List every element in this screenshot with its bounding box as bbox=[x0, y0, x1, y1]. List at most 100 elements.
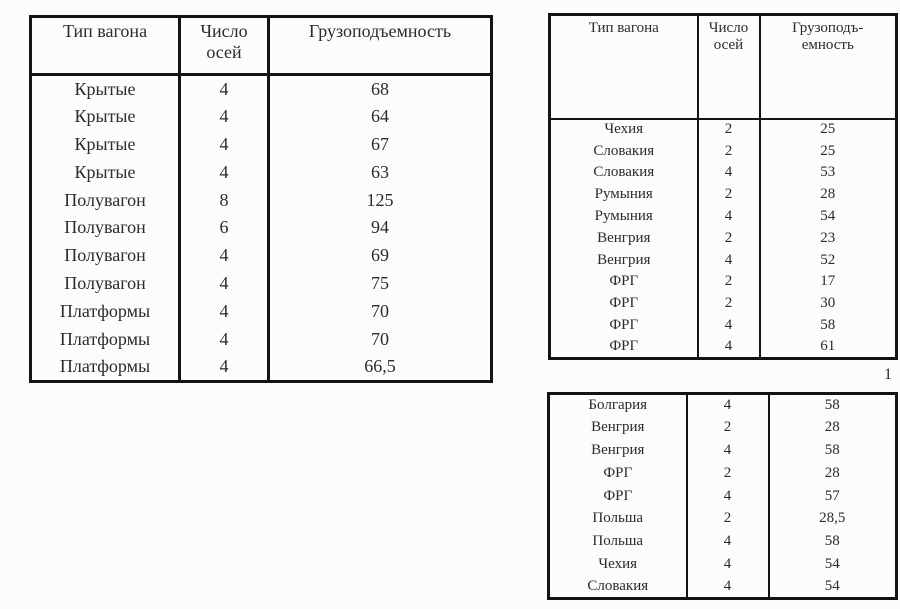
table-cell: 28,5 bbox=[767, 507, 898, 531]
table-row: Польша 4 58 bbox=[547, 530, 898, 554]
table-cell: 28 bbox=[767, 416, 898, 440]
table-cell: 2 bbox=[696, 140, 761, 163]
table-cell: 69 bbox=[267, 241, 493, 270]
table-cell: 25 bbox=[758, 140, 898, 163]
right_top_table-header-1: Число осей bbox=[696, 14, 761, 120]
table-row: Крытые 4 68 bbox=[29, 74, 493, 103]
right_top_table-header-2: Грузоподъ- емность bbox=[758, 14, 898, 120]
table-row: ФРГ 2 17 bbox=[548, 271, 898, 293]
table-cell: 70 bbox=[267, 297, 493, 326]
table-row: Словакия 2 25 bbox=[548, 140, 898, 163]
table-cell: Чехия bbox=[547, 553, 688, 576]
table-row: Крытые 4 64 bbox=[29, 102, 493, 131]
table-cell: 4 bbox=[685, 484, 770, 508]
table-cell: 28 bbox=[758, 183, 898, 206]
table-cell: 2 bbox=[685, 461, 770, 485]
table-header-row: Тип вагона Число осей Грузоподъ- емность bbox=[548, 14, 898, 120]
table-cell: 23 bbox=[758, 227, 898, 250]
table-cell: 4 bbox=[685, 575, 770, 599]
table-cell: ФРГ bbox=[548, 292, 699, 315]
table-row: Венгрия 4 52 bbox=[548, 249, 898, 272]
table-cell: 6 bbox=[178, 213, 270, 242]
table-cell: Полувагон bbox=[29, 186, 181, 214]
table-row: Польша 2 28,5 bbox=[547, 507, 898, 531]
table-row: Венгрия 2 28 bbox=[547, 416, 898, 440]
table-cell: 54 bbox=[758, 205, 898, 228]
table-cell: ФРГ bbox=[548, 271, 699, 293]
table-cell: 57 bbox=[767, 484, 898, 508]
table-cell: 66,5 bbox=[267, 353, 493, 382]
table-row: ФРГ 2 28 bbox=[547, 461, 898, 485]
table-cell: Полувагон bbox=[29, 213, 181, 242]
table-cell: 54 bbox=[767, 575, 898, 599]
table-cell: 64 bbox=[267, 102, 493, 131]
table-cell: 4 bbox=[178, 74, 270, 103]
table-row: Чехия 2 25 bbox=[548, 118, 898, 141]
table-cell: 58 bbox=[767, 393, 898, 417]
table-cell: Крытые bbox=[29, 130, 181, 159]
table-cell: 4 bbox=[685, 530, 770, 554]
table-cell: Венгрия bbox=[547, 416, 688, 440]
table-cell: Болгария bbox=[547, 393, 688, 417]
table-row: Крытые 4 67 bbox=[29, 130, 493, 159]
countries-table-bottom-body: Болгария 4 58 Венгрия 2 28 Венгрия 4 58 ФРГ 2 28 ФРГ… bbox=[547, 393, 898, 599]
table-cell: 4 bbox=[178, 102, 270, 131]
table-cell: Венгрия bbox=[548, 249, 699, 272]
table-cell: 4 bbox=[696, 162, 761, 184]
left_table-header-2: Грузоподъемность bbox=[267, 16, 493, 76]
table-row: Словакия 4 53 bbox=[548, 162, 898, 184]
table-cell: 2 bbox=[696, 292, 761, 315]
table-cell: 30 bbox=[758, 292, 898, 315]
table-row: Болгария 4 58 bbox=[547, 393, 898, 417]
table-cell: Полувагон bbox=[29, 241, 181, 270]
table-row: Платформы 4 70 bbox=[29, 325, 493, 354]
wagon-types-table: Тип вагона Число осей Грузоподъемность Кры… bbox=[29, 15, 493, 383]
table-cell: 67 bbox=[267, 130, 493, 159]
table-cell: 4 bbox=[696, 314, 761, 337]
table-cell: 8 bbox=[178, 186, 270, 214]
table-cell: 2 bbox=[696, 118, 761, 141]
wagon-types-table-body: Крытые 4 68 Крытые 4 64 Крытые 4 67 Крытые 4 63 Полу… bbox=[29, 74, 493, 382]
table-cell: Крытые bbox=[29, 102, 181, 131]
countries-table-top-body: Чехия 2 25 Словакия 2 25 Словакия 4 53 Румыния 2 28… bbox=[548, 118, 898, 359]
table-cell: ФРГ bbox=[547, 461, 688, 485]
table-cell: 4 bbox=[178, 130, 270, 159]
table-row: Венгрия 4 58 bbox=[547, 439, 898, 462]
table-row: Румыния 4 54 bbox=[548, 205, 898, 228]
table-row: Полувагон 6 94 bbox=[29, 213, 493, 242]
table-cell: 2 bbox=[685, 507, 770, 531]
table-cell: Румыния bbox=[548, 183, 699, 206]
table-cell: 4 bbox=[685, 553, 770, 576]
table-cell: 70 bbox=[267, 325, 493, 354]
table-cell: Платформы bbox=[29, 297, 181, 326]
table-cell: 2 bbox=[685, 416, 770, 440]
table-cell: Словакия bbox=[548, 140, 699, 163]
table-cell: Польша bbox=[547, 530, 688, 554]
table-cell: 4 bbox=[685, 393, 770, 417]
table-row: Крытые 4 63 bbox=[29, 158, 493, 187]
table-cell: 17 bbox=[758, 271, 898, 293]
table-cell: 61 bbox=[758, 336, 898, 359]
table-row: Полувагон 4 75 bbox=[29, 269, 493, 298]
table-cell: 2 bbox=[696, 271, 761, 293]
table-cell: ФРГ bbox=[548, 314, 699, 337]
table-cell: 52 bbox=[758, 249, 898, 272]
table-cell: 4 bbox=[178, 353, 270, 382]
table-cell: 75 bbox=[267, 269, 493, 298]
table-row: ФРГ 4 58 bbox=[548, 314, 898, 337]
table-cell: Словакия bbox=[547, 575, 688, 599]
table-cell: 4 bbox=[178, 297, 270, 326]
table-cell: 25 bbox=[758, 118, 898, 141]
countries-table-top: Тип вагона Число осей Грузоподъ- емность Ч… bbox=[548, 13, 898, 360]
left_table-header-0: Тип вагона bbox=[29, 16, 181, 76]
table-cell: 28 bbox=[767, 461, 898, 485]
page-number: 1 bbox=[884, 366, 892, 383]
table-cell: Платформы bbox=[29, 353, 181, 382]
table-cell: 54 bbox=[767, 553, 898, 576]
table-cell: 68 bbox=[267, 74, 493, 103]
table-row: Словакия 4 54 bbox=[547, 575, 898, 599]
table-row: Платформы 4 66,5 bbox=[29, 353, 493, 382]
table-cell: 4 bbox=[178, 158, 270, 187]
table-header-row: Тип вагона Число осей Грузоподъемность bbox=[29, 16, 493, 76]
table-cell: 63 bbox=[267, 158, 493, 187]
